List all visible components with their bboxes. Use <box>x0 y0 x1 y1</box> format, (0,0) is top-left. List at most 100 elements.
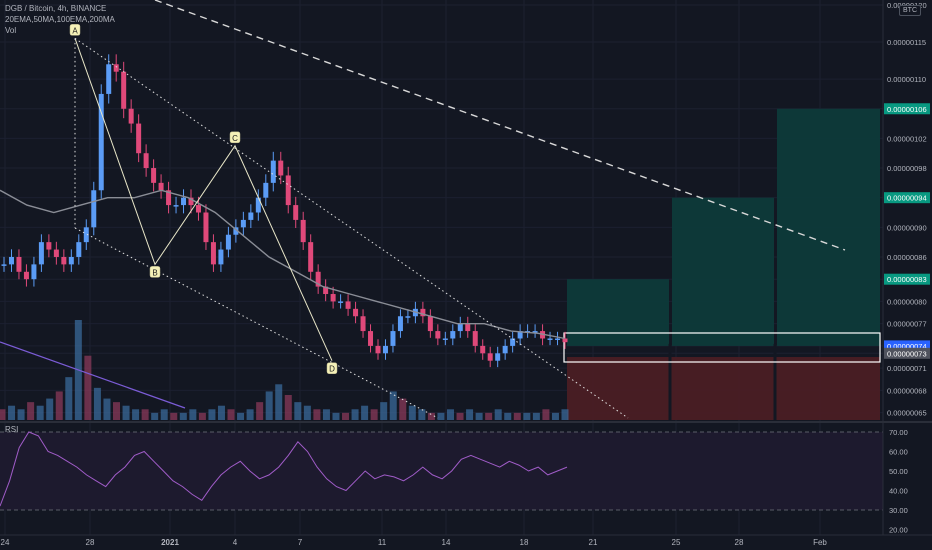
time-axis-label: 11 <box>378 538 387 547</box>
time-axis-label: 18 <box>520 538 529 547</box>
rsi-axis-label: 20.00 <box>889 526 908 535</box>
price-axis-label: 0.00000068 <box>887 386 927 395</box>
candle-body <box>225 234 231 250</box>
candle-body <box>345 301 351 309</box>
candle-body <box>278 160 284 176</box>
candle-body <box>143 153 149 169</box>
candle-body <box>203 212 209 243</box>
volume-bar <box>132 409 140 420</box>
candle-body <box>98 93 104 191</box>
volume-bars <box>0 320 569 420</box>
currency-badge[interactable]: BTC <box>899 5 921 16</box>
rsi-axis-label: 50.00 <box>889 467 908 476</box>
volume-bar <box>275 384 283 420</box>
candle-body <box>158 182 164 191</box>
price-axis-badge-label: 0.00000073 <box>887 349 927 358</box>
candle-body <box>382 345 388 354</box>
price-axis-badge-label: 0.00000083 <box>887 275 927 284</box>
price-axis-badge <box>884 347 930 359</box>
candle-body <box>46 242 52 250</box>
time-axis-label: 28 <box>735 538 744 547</box>
candle-body <box>76 242 82 257</box>
target-zones <box>563 108 881 420</box>
candle-body <box>532 331 538 333</box>
candle-body <box>240 219 246 228</box>
volume-label[interactable]: Vol <box>5 26 17 35</box>
target-zone <box>672 197 774 346</box>
candle-body <box>255 197 261 213</box>
volume-bar <box>179 412 187 420</box>
rsi-line <box>0 431 568 507</box>
volume-bar <box>65 377 73 420</box>
volume-bar <box>103 398 111 420</box>
price-axis-badge <box>884 273 930 285</box>
candle-body <box>510 338 516 346</box>
volume-bar <box>141 409 149 420</box>
volume-bar <box>446 409 454 420</box>
channel-upper-line <box>74 37 629 419</box>
volume-bar <box>361 405 369 420</box>
pattern-point-label-bg <box>229 131 241 144</box>
price-axis-badge-label: 0.00000074 <box>887 342 927 351</box>
volume-bar <box>513 412 521 420</box>
candle-body <box>218 249 224 265</box>
volume-bar <box>151 412 159 420</box>
volume-bar <box>170 412 178 420</box>
price-axis-label: 0.00000077 <box>887 320 927 329</box>
time-axis-label: 7 <box>298 538 303 547</box>
pattern-drawings: A B C D <box>69 0 846 419</box>
volume-bar <box>532 412 540 420</box>
candle-body <box>195 205 201 213</box>
candle-body <box>435 331 441 339</box>
volume-bar <box>265 391 273 420</box>
volume-bar <box>504 412 512 420</box>
volume-bar <box>55 391 63 420</box>
candle-body <box>113 64 119 72</box>
candle-body <box>465 323 471 332</box>
candle-body <box>23 271 29 280</box>
candle-body <box>248 212 254 220</box>
candle-body <box>323 286 329 295</box>
candle-body <box>495 353 501 361</box>
indicator-list[interactable]: 20EMA,50MA,100EMA,200MA <box>5 15 115 24</box>
volume-bar <box>189 409 197 420</box>
volume-bar <box>418 409 426 420</box>
candle-body <box>562 338 568 343</box>
pattern-point-label: A <box>72 26 78 35</box>
entry-zone-box <box>563 332 881 363</box>
volume-bar <box>294 402 302 420</box>
target-zone <box>567 279 669 346</box>
candle-body <box>555 338 561 340</box>
price-axis-badge <box>884 340 930 352</box>
price-axis-label: 0.00000115 <box>887 38 926 47</box>
candle-body <box>61 256 67 265</box>
time-axis-label: 24 <box>1 538 10 547</box>
price-axis-label: 0.00000071 <box>887 364 927 373</box>
candle-body <box>166 190 172 206</box>
candle-body <box>315 271 321 287</box>
candle-body <box>390 331 396 346</box>
candle-body <box>300 219 306 243</box>
volume-bar <box>160 409 168 420</box>
rsi-axis-label: 70.00 <box>889 428 908 437</box>
rsi-label[interactable]: RSI <box>5 425 19 434</box>
volume-bar <box>27 402 35 420</box>
rsi-band <box>0 432 883 510</box>
candle-body <box>405 316 411 318</box>
candle-body <box>308 242 314 272</box>
price-axis-label: 0.00000102 <box>887 134 927 143</box>
candle-body <box>263 182 269 198</box>
rsi-axis-label: 30.00 <box>889 506 908 515</box>
volume-bar <box>351 409 359 420</box>
pattern-point-label: D <box>329 365 335 374</box>
pattern-point-label-bg <box>149 266 161 278</box>
rsi-axis-label: 40.00 <box>889 487 908 496</box>
target-zone <box>777 108 880 346</box>
volume-bar <box>284 395 292 420</box>
chart-title: DGB / Bitcoin, 4h, BINANCE <box>5 4 107 13</box>
volume-bar <box>437 412 445 420</box>
volume-bar <box>0 409 6 420</box>
candle-body <box>420 308 426 317</box>
